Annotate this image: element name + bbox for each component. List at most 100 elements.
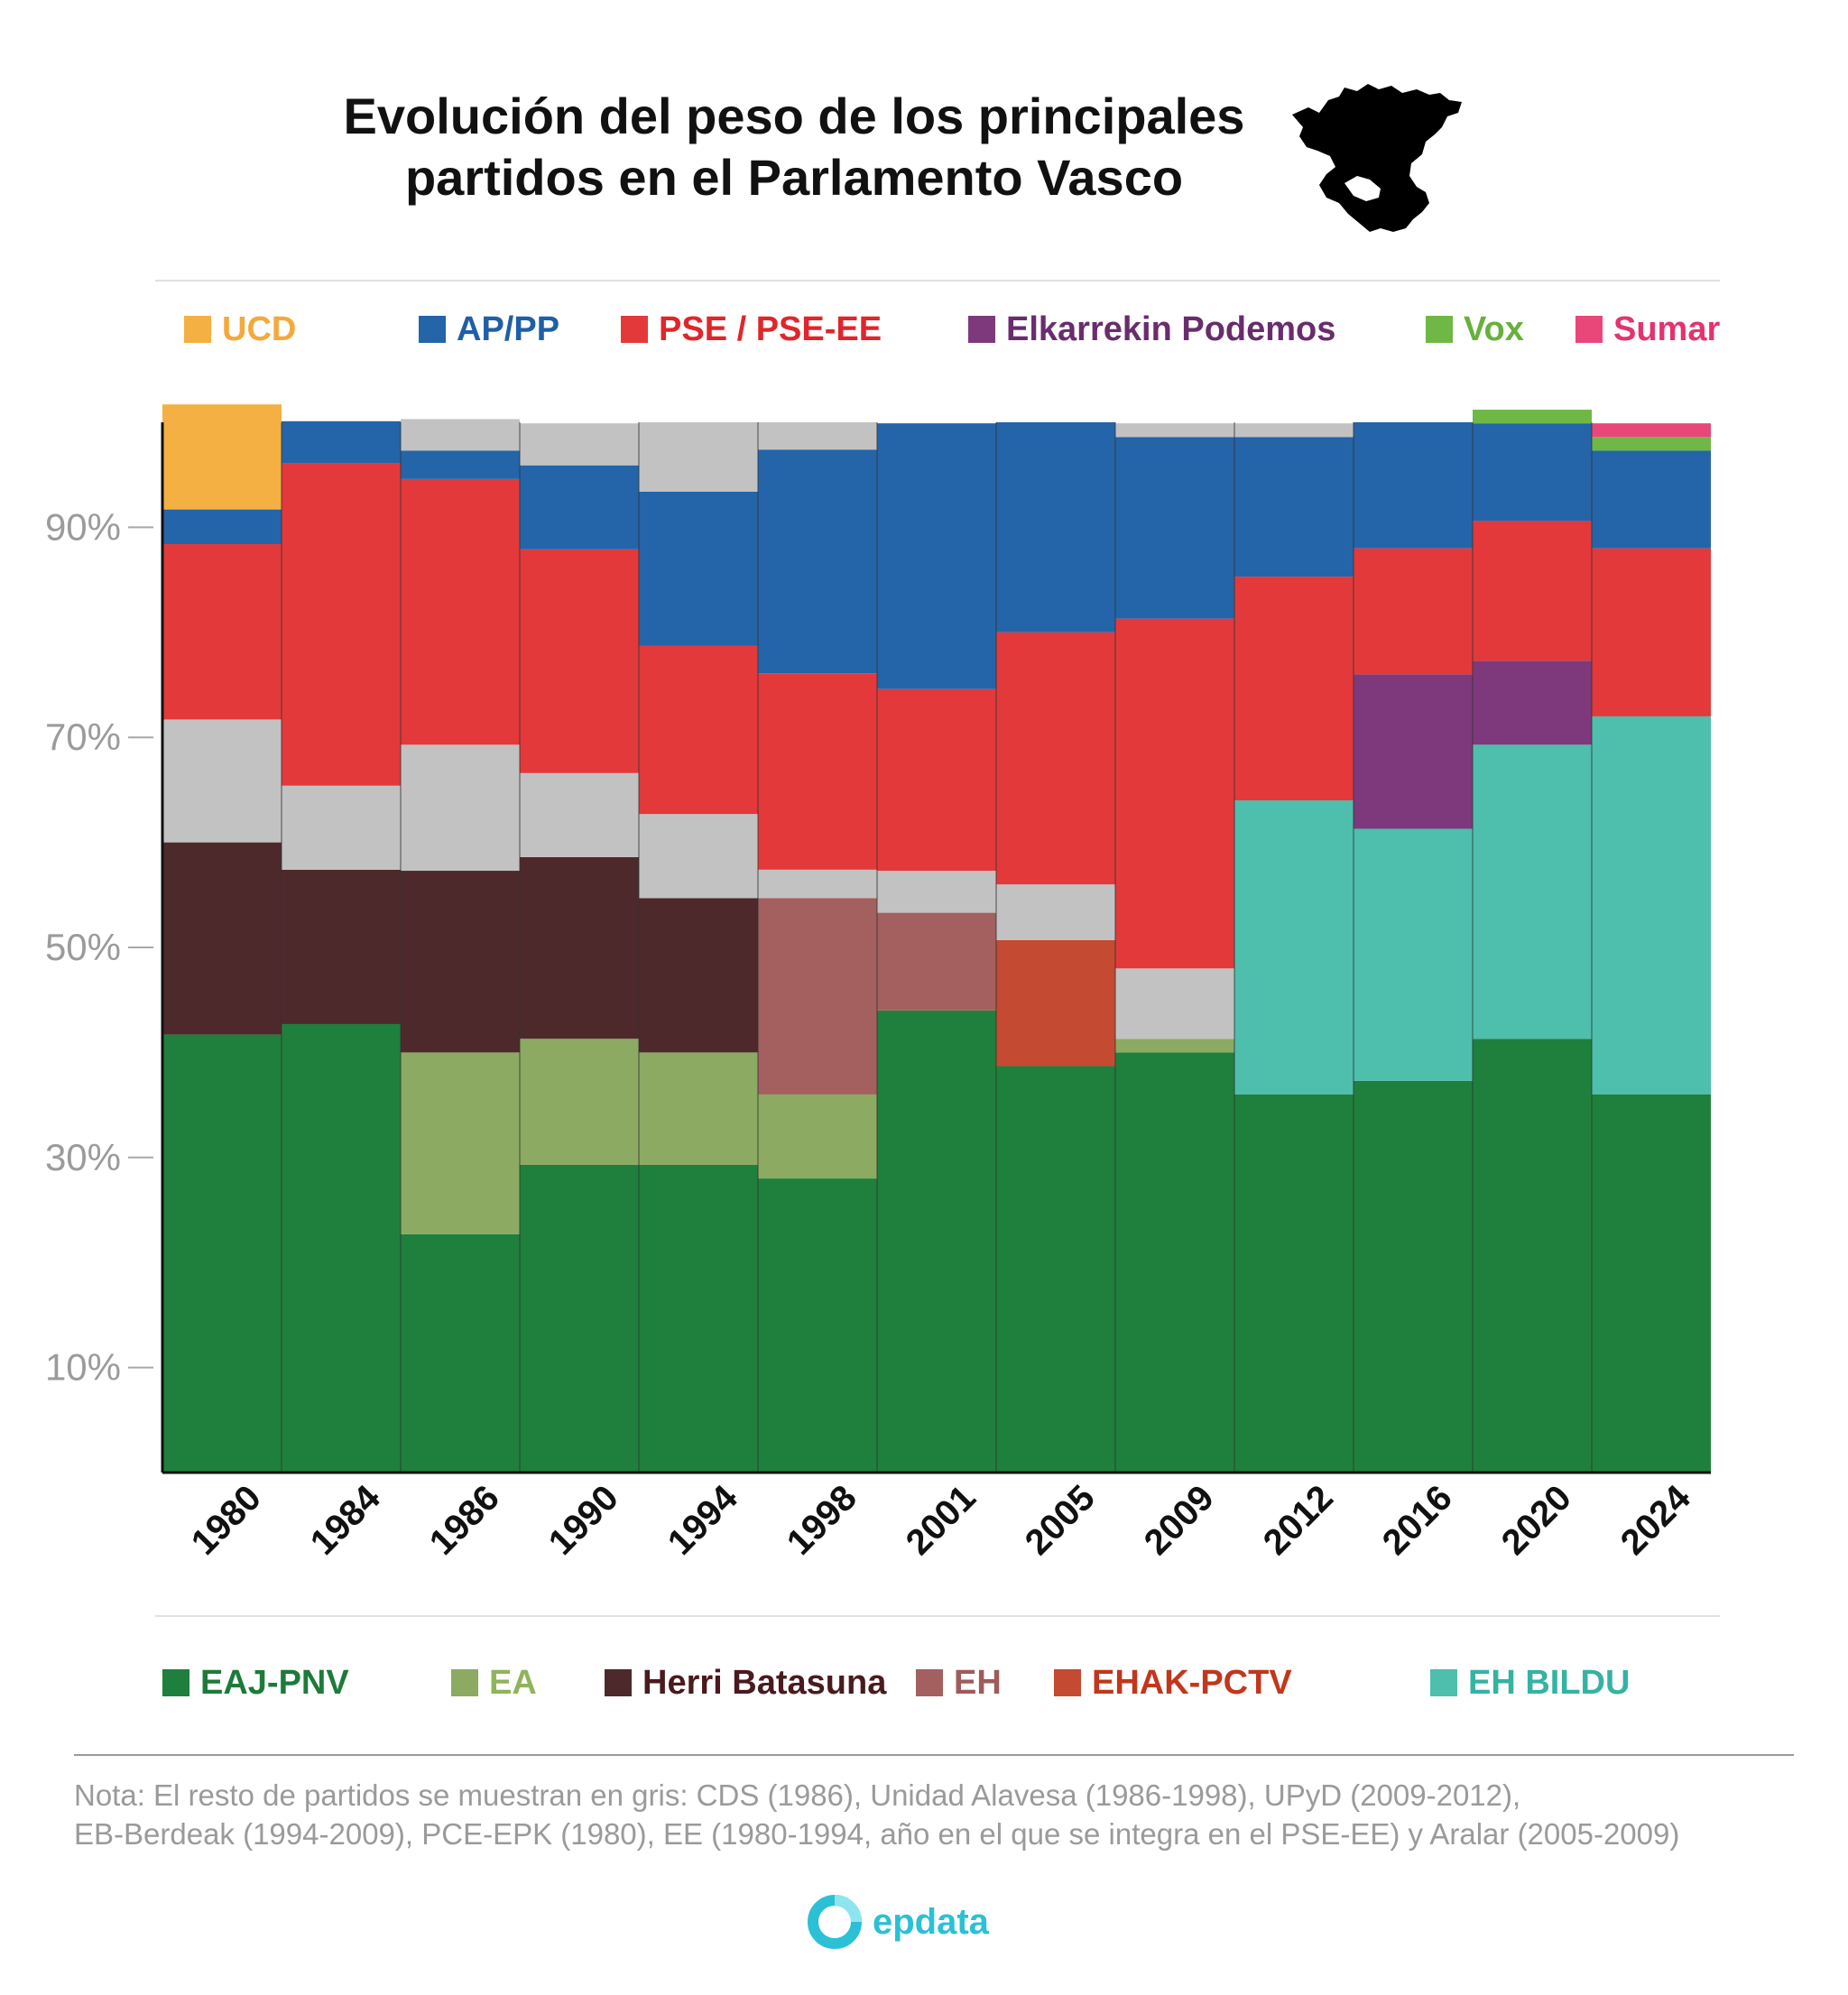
legend-swatch-sumar	[1575, 316, 1603, 343]
legend-swatch-eh-bildu	[1430, 1669, 1457, 1696]
legend-item-ucd: UCD	[184, 302, 296, 356]
bar-segment-pse-pse-ee-2024	[1592, 548, 1711, 716]
bar-segment-pse-pse-ee-2009	[1115, 618, 1234, 969]
bar-segment-ap-pp-1984	[282, 420, 401, 464]
bar-segment-otros-2009	[1115, 968, 1234, 1039]
bar-segment-ap-pp-1986	[401, 450, 520, 479]
legend-item-pse: PSE / PSE-EE	[621, 302, 882, 356]
legend-swatch-ucd	[184, 316, 211, 343]
legend-label-pse: PSE / PSE-EE	[659, 309, 882, 348]
legend-label-sumar: Sumar	[1613, 309, 1721, 348]
chart-title-line-2: partidos en el Parlamento Vasco	[404, 149, 1184, 206]
x-tick-label-1994: 1994	[661, 1477, 746, 1563]
x-tick-label-2012: 2012	[1256, 1478, 1341, 1563]
legend-swatch-pse	[621, 316, 648, 343]
bar-segment-pse-pse-ee-2005	[996, 632, 1115, 885]
legend-item-vox: Vox	[1426, 302, 1524, 356]
bar-segment-eh-1998	[758, 898, 877, 1094]
bar-segment-ap-pp-2020	[1473, 423, 1592, 522]
x-tick-label-2016: 2016	[1375, 1478, 1460, 1563]
bar-segment-eh-bildu-2024	[1592, 716, 1711, 1094]
legend-item-ap-pp: AP/PP	[419, 302, 559, 356]
bar-segment-otros-1990	[520, 772, 639, 857]
bar-segment-otros-1998	[758, 869, 877, 899]
bar-segment-eaj-pnv-2016	[1354, 1080, 1473, 1473]
x-tick-label-1990: 1990	[541, 1478, 626, 1563]
bar-segment-eaj-pnv-2005	[996, 1066, 1115, 1473]
divider-top	[155, 280, 1720, 282]
legend-item-ehak-pctv: EHAK-PCTV	[1054, 1656, 1292, 1710]
legend-label-eh-bildu: EH BILDU	[1468, 1663, 1631, 1702]
legend-label-ap-pp: AP/PP	[457, 309, 560, 348]
divider-bottom	[74, 1754, 1794, 1756]
legend-swatch-vox	[1426, 316, 1453, 343]
legend-label-vox: Vox	[1464, 309, 1524, 348]
bar-segment-vox-2020	[1473, 410, 1592, 424]
legend-item-sumar: Sumar	[1575, 302, 1720, 356]
legend-item-elkarrekin-podemos: Elkarrekin Podemos	[968, 302, 1335, 356]
x-tick-label-1980: 1980	[184, 1478, 269, 1563]
bar-segment-pse-pse-ee-1990	[520, 549, 639, 773]
y-tick-label-90: 90%	[45, 505, 121, 548]
bar-segment-pse-pse-ee-2012	[1234, 577, 1354, 801]
bar-segment-eaj-pnv-2001	[877, 1010, 996, 1473]
footnote-line-1: Nota: El resto de partidos se muestran e…	[74, 1778, 1521, 1812]
bar-segment-eaj-pnv-1998	[758, 1178, 877, 1473]
bar-segment-pse-pse-ee-1986	[401, 478, 520, 745]
bar-segment-pse-pse-ee-1998	[758, 673, 877, 870]
legend-swatch-elkarrekin-podemos	[968, 316, 995, 343]
legend-label-herri-batasuna: Herri Batasuna	[642, 1663, 887, 1702]
legend-label-elkarrekin-podemos: Elkarrekin Podemos	[1006, 309, 1336, 348]
bar-segment-herri-batasuna-1986	[401, 871, 520, 1053]
legend-swatch-ehak-pctv	[1054, 1669, 1081, 1696]
bar-segment-otros-superior-1998	[758, 422, 877, 450]
bar-segment-otros-2005	[996, 884, 1115, 940]
legend-item-ea: EA	[451, 1656, 537, 1710]
bar-segment-otros-2001	[877, 871, 996, 913]
bar-segment-ea-2009	[1115, 1039, 1234, 1053]
bar-segment-ehak-pctv-2005	[996, 939, 1115, 1067]
bar-segment-otros-1980	[162, 719, 282, 843]
bar-segment-eaj-pnv-1986	[401, 1233, 520, 1473]
bar-segment-pse-pse-ee-2001	[877, 688, 996, 872]
bar-segment-pse-pse-ee-2016	[1354, 548, 1473, 675]
bar-segment-ap-pp-2009	[1115, 437, 1234, 619]
bar-segment-ea-1998	[758, 1094, 877, 1179]
bar-segment-ea-1994	[639, 1052, 758, 1165]
x-tick-label-1998: 1998	[780, 1478, 864, 1563]
chart-title-line-1: Evolución del peso de los principales	[343, 88, 1245, 144]
legend-item-eh-bildu: EH BILDU	[1430, 1656, 1630, 1710]
stacked-bar-chart: 10% 30% 50% 70% 90% 1980 1984 1986 1990 1994 1998 2…	[45, 404, 1711, 1563]
legend-swatch-herri-batasuna	[605, 1669, 632, 1696]
bar-segment-ucd-1980	[162, 404, 282, 510]
x-tick-label-2005: 2005	[1018, 1478, 1103, 1563]
bar-segment-otros-superior-1990	[520, 423, 639, 466]
basque-country-map-icon	[1292, 84, 1462, 232]
epdata-brand-name: epdata	[873, 1901, 989, 1942]
bar-segment-sumar-2024	[1592, 423, 1711, 438]
legend-swatch-ap-pp	[419, 316, 446, 343]
footnote: Nota: El resto de partidos se muestran e…	[74, 1776, 1788, 1853]
bar-segment-eh-bildu-2020	[1473, 744, 1592, 1039]
bar-segment-eh-bildu-2016	[1354, 828, 1473, 1081]
legend-label-eaj-pnv: EAJ-PNV	[200, 1663, 349, 1702]
y-tick-label-70: 70%	[45, 716, 121, 758]
bar-segment-otros-superior-1986	[401, 419, 520, 451]
bar-segment-ea-1990	[520, 1039, 639, 1165]
bar-segment-ap-pp-1998	[758, 449, 877, 674]
bar-segment-ea-1986	[401, 1052, 520, 1234]
bar-segment-eaj-pnv-1990	[520, 1164, 639, 1473]
bar-segment-eaj-pnv-2009	[1115, 1052, 1234, 1473]
x-tick-label-2009: 2009	[1137, 1478, 1222, 1563]
legend-swatch-eh	[916, 1669, 943, 1696]
epdata-logo-icon	[808, 1895, 862, 1949]
legend-label-eh: EH	[954, 1663, 1002, 1702]
bar-segment-otros-superior-1994	[639, 422, 758, 492]
bar-segment-pse-pse-ee-1980	[162, 544, 282, 720]
chart-title: Evolución del peso de los principales pa…	[262, 86, 1326, 208]
bar-segment-herri-batasuna-1980	[162, 842, 282, 1035]
bar-segment-eaj-pnv-2024	[1592, 1094, 1711, 1473]
bar-segment-ap-pp-2024	[1592, 450, 1711, 549]
legend-item-eaj-pnv: EAJ-PNV	[162, 1656, 349, 1710]
x-tick-label-2024: 2024	[1613, 1477, 1699, 1563]
